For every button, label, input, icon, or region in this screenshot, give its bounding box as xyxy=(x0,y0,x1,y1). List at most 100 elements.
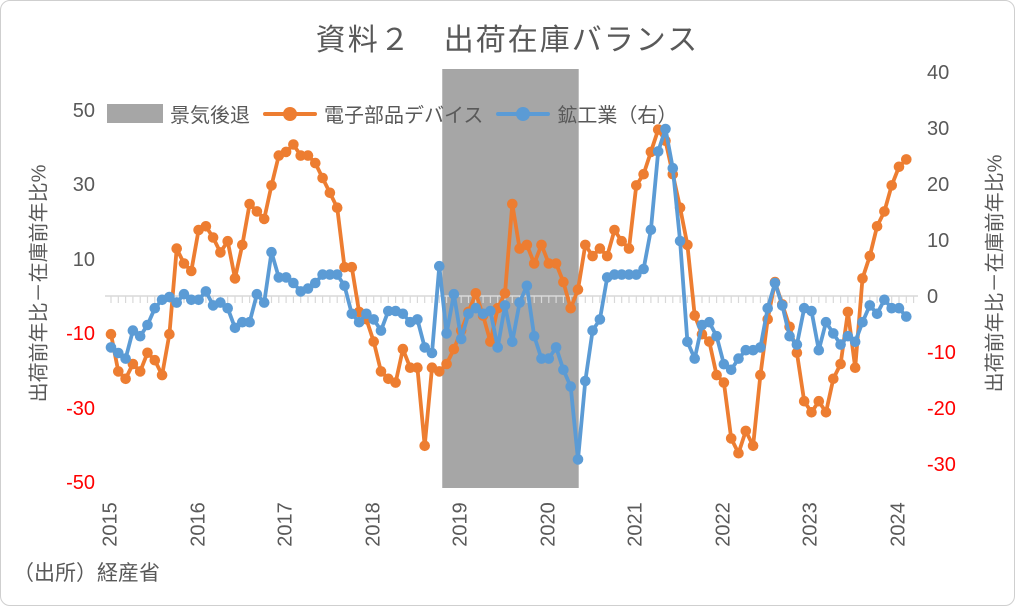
data-point xyxy=(725,433,737,444)
data-point xyxy=(171,243,182,254)
data-point xyxy=(791,339,803,350)
data-point xyxy=(390,377,401,388)
x-axis-year-label: 2022 xyxy=(712,502,735,547)
data-point xyxy=(397,308,409,320)
right-axis-tick-label: 20 xyxy=(927,174,950,196)
data-point xyxy=(463,308,474,320)
data-point xyxy=(711,369,722,381)
data-point xyxy=(580,375,591,387)
left-axis-tick-label: -50 xyxy=(66,472,95,494)
data-point xyxy=(616,235,627,247)
data-point xyxy=(346,261,358,273)
data-point xyxy=(543,353,555,364)
left-axis-title: 出荷前年比－在庫前年比% xyxy=(28,164,51,403)
data-point xyxy=(470,288,482,299)
source-note: （出所）経産省 xyxy=(13,562,160,585)
data-point xyxy=(689,310,700,321)
right-axis-tick-label: 40 xyxy=(927,62,950,84)
data-point xyxy=(222,235,233,247)
data-point xyxy=(470,302,482,314)
data-point xyxy=(193,294,204,306)
data-point xyxy=(842,330,854,342)
right-axis-title: 出荷前年比－在庫前年比% xyxy=(984,154,1007,393)
data-point xyxy=(886,302,897,314)
series-electronic-parts-markers xyxy=(105,124,912,459)
data-point xyxy=(521,280,533,292)
data-point xyxy=(820,316,832,328)
data-point xyxy=(178,288,190,300)
data-point xyxy=(893,161,905,173)
recession-band-swatch xyxy=(107,104,163,123)
data-point xyxy=(302,150,314,161)
x-axis-year-label: 2020 xyxy=(537,502,560,547)
data-point xyxy=(594,243,606,254)
legend-item-recession: 景気後退 xyxy=(107,99,250,128)
data-point xyxy=(580,239,591,251)
data-point xyxy=(879,294,890,306)
data-point xyxy=(514,297,525,308)
data-point xyxy=(623,243,635,254)
data-point xyxy=(207,232,219,243)
data-point xyxy=(251,288,263,300)
data-point xyxy=(652,146,664,157)
data-point xyxy=(412,362,423,374)
data-point xyxy=(412,314,423,325)
data-point xyxy=(485,305,496,317)
data-point xyxy=(142,347,153,359)
data-point xyxy=(127,358,139,370)
left-axis-tick-label: 50 xyxy=(72,100,95,122)
left-axis-tick-label: 30 xyxy=(72,174,95,197)
data-point xyxy=(572,284,584,295)
data-point xyxy=(434,260,445,272)
data-point xyxy=(142,319,153,331)
data-point xyxy=(492,342,504,353)
data-point xyxy=(419,440,431,452)
x-axis-year-label: 2017 xyxy=(274,502,297,547)
data-point xyxy=(215,247,226,258)
data-point xyxy=(543,258,555,269)
data-point xyxy=(813,344,825,356)
data-point xyxy=(755,342,766,353)
right-axis-tick-label: -20 xyxy=(927,398,956,420)
data-point xyxy=(857,316,868,328)
left-axis-tick-label: -10 xyxy=(66,323,95,346)
data-point xyxy=(310,157,321,169)
data-point xyxy=(806,407,817,418)
data-point xyxy=(762,302,773,314)
data-point xyxy=(237,239,248,251)
data-point xyxy=(901,311,912,322)
data-point xyxy=(747,440,759,452)
data-point xyxy=(849,362,861,374)
data-point xyxy=(871,308,883,320)
data-point xyxy=(718,377,730,388)
data-point xyxy=(448,343,460,355)
data-point xyxy=(266,246,277,258)
data-point xyxy=(784,330,795,342)
data-point xyxy=(536,353,547,364)
data-point xyxy=(368,314,380,325)
line-marker-icon xyxy=(263,106,317,121)
data-point xyxy=(528,330,540,342)
data-point xyxy=(273,272,285,283)
data-point xyxy=(667,162,679,174)
data-point xyxy=(550,258,562,269)
data-point xyxy=(288,277,299,289)
left-axis-tick-label: 10 xyxy=(72,248,95,271)
circle-marker-icon xyxy=(516,106,531,121)
data-point xyxy=(229,273,241,284)
data-point xyxy=(587,325,598,336)
data-point xyxy=(331,202,343,213)
x-axis-year-label: 2024 xyxy=(887,502,910,547)
data-point xyxy=(200,221,212,232)
data-point xyxy=(455,333,467,345)
data-point xyxy=(558,364,569,376)
data-point xyxy=(280,272,292,283)
series-mining-industry-markers xyxy=(105,123,912,465)
line-marker-icon xyxy=(496,106,551,121)
data-point xyxy=(689,353,700,364)
data-point xyxy=(120,373,131,385)
data-point xyxy=(258,213,270,225)
data-point xyxy=(740,344,752,356)
